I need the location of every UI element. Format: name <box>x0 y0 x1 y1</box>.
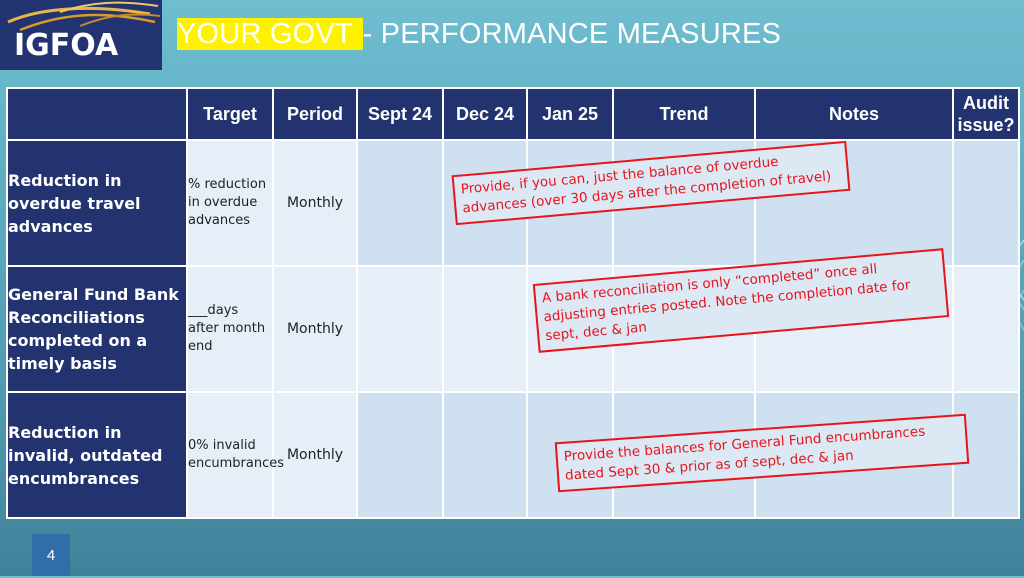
logo-text: IGFOA <box>14 28 119 63</box>
page-title: YOUR GOVT - PERFORMANCE MEASURES <box>177 18 781 51</box>
header-audit-issue: Audit issue? <box>952 87 1020 141</box>
row-target: ___days after month end <box>186 265 274 393</box>
logo-swoosh-icon <box>7 1 161 32</box>
row-period: Monthly <box>272 391 358 519</box>
row-target: 0% invalid encumbrances <box>186 391 284 519</box>
page-number: 4 <box>32 534 70 576</box>
header-target: Target <box>186 87 274 141</box>
header-corner <box>6 87 188 141</box>
row-target: % reduction in overdue advances <box>186 139 274 267</box>
igfoa-logo: IGFOA <box>0 0 162 70</box>
cell-audit-issue[interactable] <box>952 265 1020 393</box>
cell-dec-24[interactable] <box>442 391 528 519</box>
cell-sept-24[interactable] <box>356 265 444 393</box>
header-dec-24: Dec 24 <box>442 87 528 141</box>
row-measure: General Fund Bank Reconciliations comple… <box>6 265 188 393</box>
header-row: Target Period Sept 24 Dec 24 Jan 25 Tren… <box>6 87 1020 141</box>
row-period: Monthly <box>272 265 358 393</box>
cell-audit-issue[interactable] <box>952 139 1020 267</box>
row-period: Monthly <box>272 139 358 267</box>
row-measure: Reduction in invalid, outdated encumbran… <box>6 391 188 519</box>
cell-sept-24[interactable] <box>356 391 444 519</box>
title-rest: - PERFORMANCE MEASURES <box>362 18 782 50</box>
header-notes: Notes <box>754 87 954 141</box>
cell-dec-24[interactable] <box>442 265 528 393</box>
header-jan-25: Jan 25 <box>526 87 614 141</box>
cell-sept-24[interactable] <box>356 139 444 267</box>
header-period: Period <box>272 87 358 141</box>
header-trend: Trend <box>612 87 756 141</box>
title-highlight: YOUR GOVT <box>177 18 363 50</box>
row-measure: Reduction in overdue travel advances <box>6 139 188 267</box>
header-sept-24: Sept 24 <box>356 87 444 141</box>
